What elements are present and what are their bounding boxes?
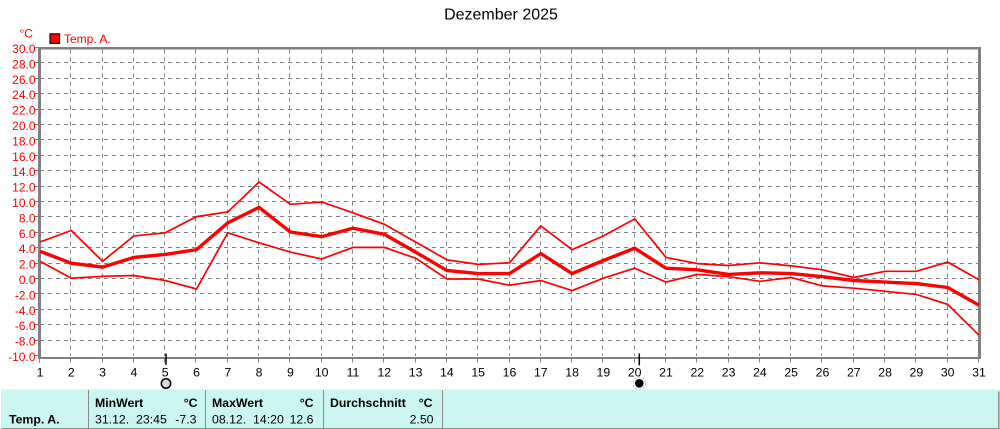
- svg-text:°C: °C: [184, 396, 198, 410]
- svg-text:13: 13: [409, 365, 423, 379]
- svg-text:8: 8: [256, 365, 263, 379]
- svg-text:14: 14: [440, 365, 454, 379]
- svg-text:20: 20: [628, 365, 642, 379]
- svg-text:Dezember 2025: Dezember 2025: [444, 7, 558, 24]
- svg-text:MaxWert: MaxWert: [212, 396, 263, 410]
- svg-text:26.0: 26.0: [12, 73, 36, 87]
- svg-text:17: 17: [534, 365, 548, 379]
- svg-text:4.0: 4.0: [19, 242, 36, 256]
- svg-text:-7.3: -7.3: [175, 413, 196, 427]
- svg-text:6: 6: [193, 365, 200, 379]
- svg-text:-4.0: -4.0: [15, 304, 36, 318]
- svg-text:°C: °C: [20, 26, 34, 40]
- svg-text:2.0: 2.0: [19, 258, 36, 272]
- svg-text:14.0: 14.0: [12, 165, 36, 179]
- svg-text:29: 29: [910, 365, 924, 379]
- svg-text:18: 18: [565, 365, 579, 379]
- svg-text:23: 23: [722, 365, 736, 379]
- svg-text:22: 22: [690, 365, 704, 379]
- svg-text:3: 3: [99, 365, 106, 379]
- svg-text:6.0: 6.0: [19, 227, 36, 241]
- svg-text:28: 28: [878, 365, 892, 379]
- svg-text:°C: °C: [300, 396, 314, 410]
- svg-text:7: 7: [224, 365, 231, 379]
- svg-text:10.0: 10.0: [12, 196, 36, 210]
- svg-text:21: 21: [659, 365, 673, 379]
- svg-text:30: 30: [941, 365, 955, 379]
- svg-text:Durchschnitt: Durchschnitt: [330, 396, 406, 410]
- svg-text:1: 1: [37, 365, 44, 379]
- svg-text:22.0: 22.0: [12, 104, 36, 118]
- svg-text:2: 2: [68, 365, 75, 379]
- svg-text:4: 4: [130, 365, 137, 379]
- svg-text:19: 19: [597, 365, 611, 379]
- svg-text:-6.0: -6.0: [15, 319, 36, 333]
- svg-text:-10.0: -10.0: [8, 350, 36, 364]
- svg-text:16.0: 16.0: [12, 150, 36, 164]
- svg-text:MinWert: MinWert: [95, 396, 143, 410]
- svg-text:24: 24: [753, 365, 767, 379]
- svg-text:18.0: 18.0: [12, 134, 36, 148]
- svg-text:Temp. A.: Temp. A.: [64, 32, 111, 46]
- svg-text:16: 16: [503, 365, 517, 379]
- svg-text:28.0: 28.0: [12, 57, 36, 71]
- svg-text:-8.0: -8.0: [15, 335, 36, 349]
- svg-text:5: 5: [162, 365, 169, 379]
- svg-text:26: 26: [816, 365, 830, 379]
- svg-text:12.0: 12.0: [12, 181, 36, 195]
- svg-text:24.0: 24.0: [12, 88, 36, 102]
- svg-text:12.6: 12.6: [290, 413, 314, 427]
- svg-text:31: 31: [972, 365, 986, 379]
- svg-text:27: 27: [847, 365, 861, 379]
- svg-text:12: 12: [377, 365, 391, 379]
- svg-text:8.0: 8.0: [19, 211, 36, 225]
- svg-text:15: 15: [471, 365, 485, 379]
- svg-text:-2.0: -2.0: [15, 288, 36, 302]
- svg-text:08.12. 14:20: 08.12. 14:20: [212, 413, 284, 427]
- svg-text:Temp. A.: Temp. A.: [9, 413, 60, 427]
- svg-text:11: 11: [347, 365, 360, 379]
- svg-text:0.0: 0.0: [19, 273, 36, 287]
- svg-text:31.12. 23:45: 31.12. 23:45: [95, 413, 167, 427]
- svg-text:10: 10: [315, 365, 329, 379]
- svg-text:9: 9: [287, 365, 294, 379]
- svg-text:25: 25: [784, 365, 798, 379]
- svg-text:°C: °C: [419, 396, 433, 410]
- svg-text:30.0: 30.0: [12, 42, 36, 56]
- svg-text:2.50: 2.50: [410, 413, 434, 427]
- svg-text:20.0: 20.0: [12, 119, 36, 133]
